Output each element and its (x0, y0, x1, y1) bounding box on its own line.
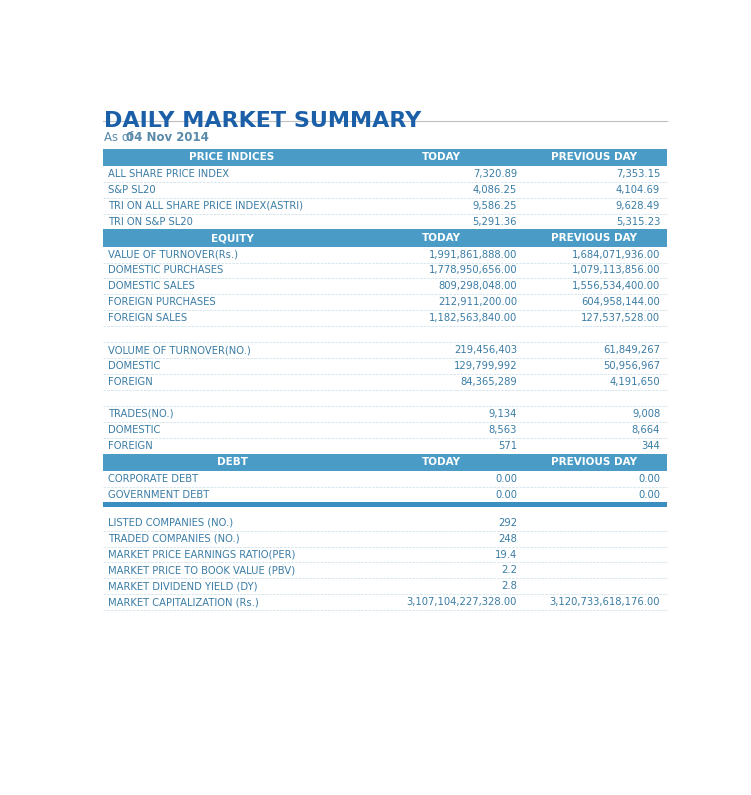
Text: 4,086.25: 4,086.25 (473, 184, 517, 195)
Text: 5,315.23: 5,315.23 (616, 216, 660, 227)
Text: 7,320.89: 7,320.89 (473, 169, 517, 179)
Text: 344: 344 (641, 440, 660, 451)
Text: As of: As of (104, 131, 137, 144)
Text: FOREIGN PURCHASES: FOREIGN PURCHASES (108, 297, 216, 308)
Text: 3,107,104,227,328.00: 3,107,104,227,328.00 (406, 597, 517, 607)
Text: TRI ON S&P SL20: TRI ON S&P SL20 (108, 216, 193, 227)
Text: DOMESTIC: DOMESTIC (108, 361, 161, 371)
Bar (103, 149, 667, 166)
Text: S&P SL20: S&P SL20 (108, 184, 156, 195)
Text: PREVIOUS DAY: PREVIOUS DAY (551, 457, 638, 467)
Text: DOMESTIC PURCHASES: DOMESTIC PURCHASES (108, 266, 224, 276)
Text: CORPORATE DEBT: CORPORATE DEBT (108, 474, 198, 483)
Text: PREVIOUS DAY: PREVIOUS DAY (551, 233, 638, 243)
Bar (103, 230, 667, 246)
Text: 604,958,144.00: 604,958,144.00 (581, 297, 660, 308)
Bar (103, 502, 667, 507)
Text: 9,008: 9,008 (632, 409, 660, 419)
Text: DOMESTIC SALES: DOMESTIC SALES (108, 281, 195, 292)
Text: ALL SHARE PRICE INDEX: ALL SHARE PRICE INDEX (108, 169, 230, 179)
Text: 8,664: 8,664 (632, 425, 660, 435)
Text: 248: 248 (498, 533, 517, 544)
Text: 04 Nov 2014: 04 Nov 2014 (126, 131, 210, 144)
Text: 9,134: 9,134 (489, 409, 517, 419)
Text: PRICE INDICES: PRICE INDICES (189, 152, 275, 162)
Text: PREVIOUS DAY: PREVIOUS DAY (551, 152, 638, 162)
Text: EQUITY: EQUITY (211, 233, 254, 243)
Text: MARKET DIVIDEND YIELD (DY): MARKET DIVIDEND YIELD (DY) (108, 581, 258, 591)
Text: TRADED COMPANIES (NO.): TRADED COMPANIES (NO.) (108, 533, 240, 544)
Text: 292: 292 (498, 518, 517, 528)
Text: 4,191,650: 4,191,650 (610, 377, 660, 387)
Text: FOREIGN: FOREIGN (108, 377, 153, 387)
Text: FOREIGN: FOREIGN (108, 440, 153, 451)
Text: 129,799,992: 129,799,992 (454, 361, 517, 371)
Text: 127,537,528.00: 127,537,528.00 (581, 313, 660, 324)
Text: 1,684,071,936.00: 1,684,071,936.00 (572, 250, 660, 259)
Text: 0.00: 0.00 (495, 474, 517, 483)
Text: 0.00: 0.00 (638, 490, 660, 499)
Text: VALUE OF TURNOVER(Rs.): VALUE OF TURNOVER(Rs.) (108, 250, 238, 259)
Text: LISTED COMPANIES (NO.): LISTED COMPANIES (NO.) (108, 518, 234, 528)
Text: 2.8: 2.8 (501, 581, 517, 591)
Text: 0.00: 0.00 (495, 490, 517, 499)
Text: 61,849,267: 61,849,267 (603, 345, 660, 355)
Text: 7,353.15: 7,353.15 (616, 169, 660, 179)
Text: FOREIGN SALES: FOREIGN SALES (108, 313, 188, 324)
Text: 4,104.69: 4,104.69 (616, 184, 660, 195)
Text: 571: 571 (498, 440, 517, 451)
Text: 809,298,048.00: 809,298,048.00 (439, 281, 517, 292)
Text: DAILY MARKET SUMMARY: DAILY MARKET SUMMARY (104, 111, 421, 131)
Text: 84,365,289: 84,365,289 (460, 377, 517, 387)
Text: 19.4: 19.4 (495, 549, 517, 560)
Text: 50,956,967: 50,956,967 (603, 361, 660, 371)
Text: 1,991,861,888.00: 1,991,861,888.00 (429, 250, 517, 259)
Text: TODAY: TODAY (422, 152, 461, 162)
Text: 1,556,534,400.00: 1,556,534,400.00 (572, 281, 660, 292)
Text: 1,182,563,840.00: 1,182,563,840.00 (429, 313, 517, 324)
Text: 8,563: 8,563 (489, 425, 517, 435)
Text: DEBT: DEBT (216, 457, 248, 467)
Text: 212,911,200.00: 212,911,200.00 (438, 297, 517, 308)
Text: 1,778,950,656.00: 1,778,950,656.00 (428, 266, 517, 276)
Text: MARKET CAPITALIZATION (Rs.): MARKET CAPITALIZATION (Rs.) (108, 597, 259, 607)
Text: 1,079,113,856.00: 1,079,113,856.00 (572, 266, 660, 276)
Text: GOVERNMENT DEBT: GOVERNMENT DEBT (108, 490, 210, 499)
Text: 5,291.36: 5,291.36 (472, 216, 517, 227)
Text: TRI ON ALL SHARE PRICE INDEX(ASTRI): TRI ON ALL SHARE PRICE INDEX(ASTRI) (108, 200, 303, 211)
Text: 0.00: 0.00 (638, 474, 660, 483)
Text: VOLUME OF TURNOVER(NO.): VOLUME OF TURNOVER(NO.) (108, 345, 251, 355)
Text: MARKET PRICE EARNINGS RATIO(PER): MARKET PRICE EARNINGS RATIO(PER) (108, 549, 296, 560)
Text: TRADES(NO.): TRADES(NO.) (108, 409, 174, 419)
Text: 9,628.49: 9,628.49 (616, 200, 660, 211)
Text: DOMESTIC: DOMESTIC (108, 425, 161, 435)
Text: 9,586.25: 9,586.25 (472, 200, 517, 211)
Text: 2.2: 2.2 (501, 565, 517, 576)
Bar (103, 453, 667, 471)
Text: TODAY: TODAY (422, 233, 461, 243)
Text: TODAY: TODAY (422, 457, 461, 467)
Text: 219,456,403: 219,456,403 (454, 345, 517, 355)
Text: 3,120,733,618,176.00: 3,120,733,618,176.00 (550, 597, 660, 607)
Text: MARKET PRICE TO BOOK VALUE (PBV): MARKET PRICE TO BOOK VALUE (PBV) (108, 565, 296, 576)
